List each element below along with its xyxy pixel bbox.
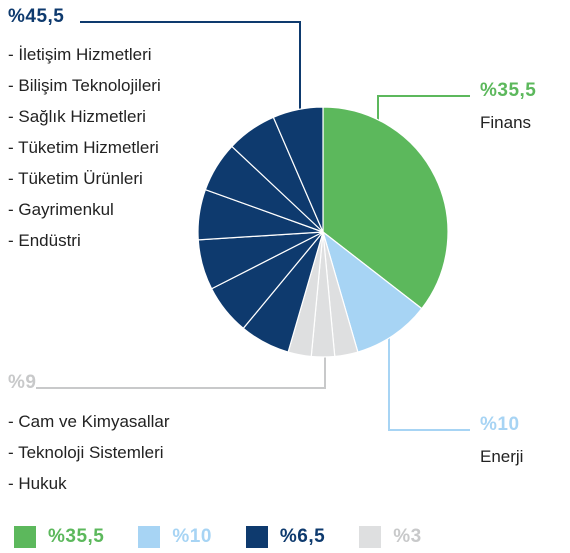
legend-entry: %3	[359, 526, 421, 548]
dark-connector-line	[80, 21, 301, 110]
dark-group-items: - İletişim Hizmetleri - Bilişim Teknoloji…	[8, 39, 161, 256]
pie-slice	[322, 106, 449, 310]
connector-lines	[36, 21, 470, 431]
gray-group-item: - Teknoloji Sistemleri	[8, 443, 164, 462]
light-blue-group-label: %10 Enerji	[480, 414, 523, 467]
dark-group-item: - Gayrimenkul	[8, 200, 114, 219]
gray-group-label: %9 - Cam ve Kimyasallar - Teknoloji Siste…	[8, 372, 170, 499]
legend: %35,5 %10 %6,5 %3	[14, 526, 456, 548]
green-group-label: %35,5 Finans	[480, 80, 536, 133]
pie-slice	[272, 106, 324, 233]
dark-group-item: - Endüstri	[8, 231, 81, 250]
legend-entry: %10	[138, 526, 212, 548]
pie-slices	[197, 106, 449, 358]
light-blue-group-name: Enerji	[480, 447, 524, 466]
dark-group-item: - Tüketim Ürünleri	[8, 169, 143, 188]
legend-swatch	[14, 526, 36, 548]
legend-label: %10	[172, 526, 212, 547]
legend-swatch	[138, 526, 161, 548]
legend-label: %35,5	[48, 526, 105, 547]
dark-group-label: %45,5 - İletişim Hizmetleri - Bilişim Tek…	[8, 6, 161, 256]
gray-group-total: %9	[8, 372, 37, 393]
green-connector-line	[377, 95, 470, 120]
legend-swatch	[359, 526, 382, 548]
legend-swatch	[245, 526, 268, 548]
gray-group-item: - Cam ve Kimyasallar	[8, 412, 170, 431]
gray-connector-line	[36, 350, 326, 389]
dark-group-total: %45,5	[8, 6, 65, 27]
dark-group-item: - Bilişim Teknolojileri	[8, 76, 161, 95]
gray-group-items: - Cam ve Kimyasallar - Teknoloji Sistemle…	[8, 406, 170, 499]
light-blue-connector-line	[388, 320, 470, 431]
legend-entry: %35,5	[14, 526, 104, 548]
dark-group-item: - Tüketim Hizmetleri	[8, 138, 159, 157]
dark-group-item: - İletişim Hizmetleri	[8, 45, 152, 64]
green-group-total: %35,5	[480, 80, 537, 101]
gray-group-item: - Hukuk	[8, 474, 67, 493]
legend-label: %3	[393, 526, 422, 547]
pie-slice	[321, 230, 423, 353]
dark-group-item: - Sağlık Hizmetleri	[8, 107, 146, 126]
green-group-name: Finans	[480, 113, 532, 132]
light-blue-group-total: %10	[480, 414, 520, 435]
legend-label: %6,5	[279, 526, 326, 547]
legend-entry: %6,5	[245, 526, 326, 548]
